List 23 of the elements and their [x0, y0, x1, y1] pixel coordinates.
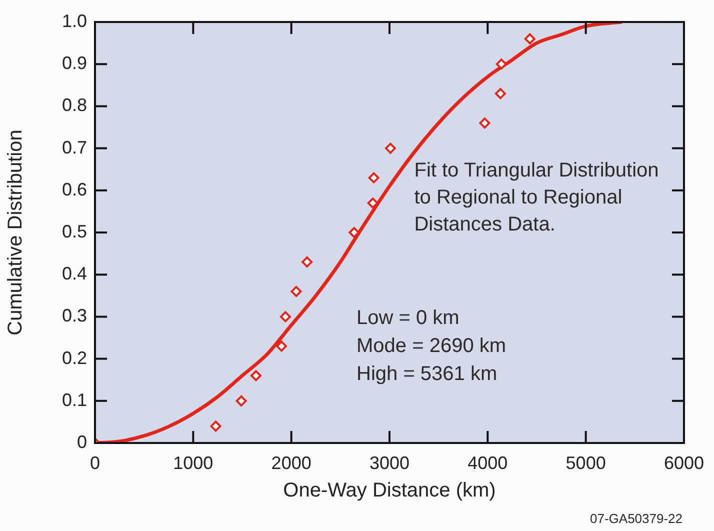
y-tick-label: 0.6 — [62, 179, 87, 200]
y-tick-label: 0.1 — [62, 390, 87, 410]
y-tick-label: 0.3 — [62, 306, 87, 326]
y-tick-label: 0.7 — [62, 137, 87, 158]
x-tick-label: 5000 — [566, 452, 606, 473]
x-tick-label: 4000 — [468, 452, 508, 473]
x-tick-label: 0 — [90, 452, 100, 473]
x-tick-label: 6000 — [664, 452, 704, 473]
y-tick-label: 0.5 — [62, 221, 87, 242]
y-tick-label: 0.4 — [62, 264, 87, 284]
annotation: Fit to Triangular Distribution to Regional to Regional Distances Data. — [414, 159, 659, 236]
text: 07-GA50379-22 — [590, 511, 683, 526]
x-axis-title: One-Way Distance (km) — [283, 480, 496, 502]
y-axis-title: Cumulative Distribution — [4, 130, 27, 336]
y-tick-label: 0.8 — [62, 95, 87, 116]
y-tick-label: 0.2 — [62, 348, 87, 368]
x-tick-label: 3000 — [369, 452, 410, 473]
y-tick-label: 1.0 — [62, 10, 87, 31]
x-tick-label: 2000 — [271, 452, 312, 473]
x-tick-label: 1000 — [173, 452, 214, 473]
y-tick-label: 0 — [76, 432, 87, 452]
annotation: Low = 0 km Mode = 2690 km High = 5361 km — [356, 306, 506, 385]
y-tick-label: 0.9 — [62, 53, 87, 74]
